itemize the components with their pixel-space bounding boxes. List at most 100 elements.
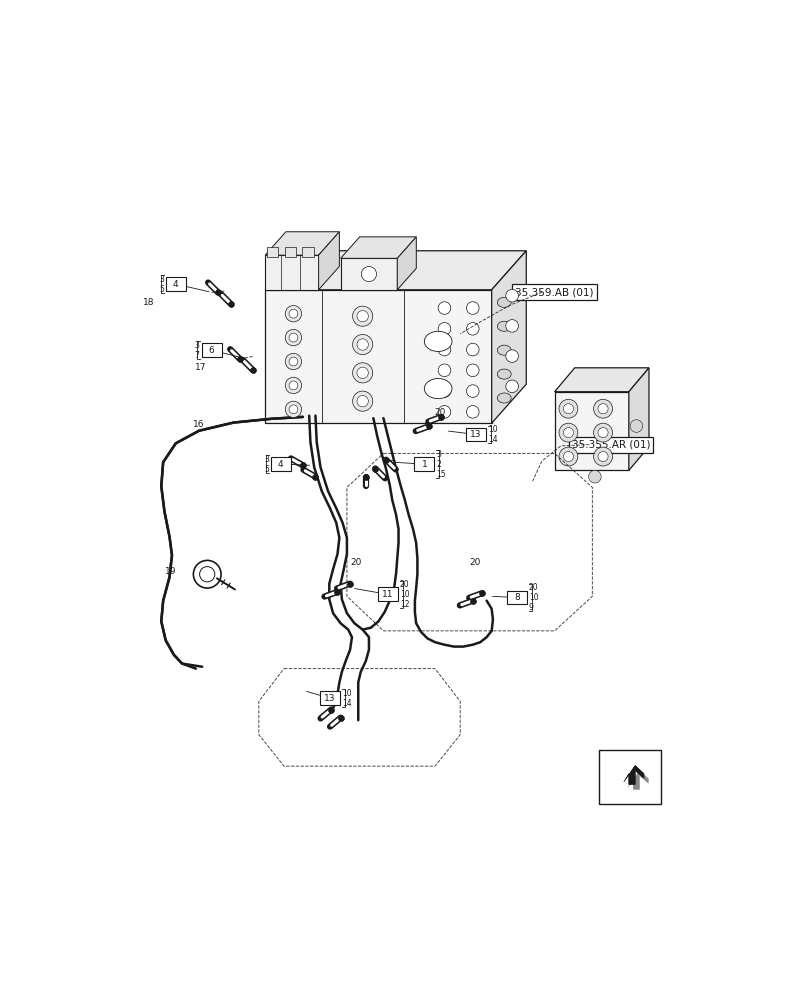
Circle shape [629, 420, 642, 432]
Circle shape [593, 399, 611, 418]
Text: 9: 9 [528, 603, 533, 612]
Polygon shape [623, 766, 643, 784]
Circle shape [563, 404, 573, 414]
FancyBboxPatch shape [320, 691, 340, 705]
Polygon shape [265, 232, 339, 255]
Text: 20: 20 [399, 580, 409, 589]
Ellipse shape [496, 345, 511, 355]
FancyBboxPatch shape [377, 587, 397, 601]
Circle shape [285, 401, 301, 418]
Text: 14: 14 [341, 699, 351, 708]
Circle shape [289, 333, 298, 342]
Circle shape [289, 405, 298, 414]
Text: 20: 20 [528, 583, 538, 592]
Text: 20: 20 [350, 558, 362, 567]
Circle shape [588, 470, 600, 483]
Circle shape [466, 343, 478, 356]
FancyBboxPatch shape [270, 457, 290, 471]
FancyBboxPatch shape [302, 247, 313, 257]
FancyBboxPatch shape [599, 750, 660, 804]
Circle shape [593, 447, 611, 466]
Circle shape [438, 385, 450, 397]
Circle shape [285, 353, 301, 370]
Ellipse shape [496, 321, 511, 331]
Text: 13: 13 [324, 694, 335, 703]
Ellipse shape [496, 297, 511, 307]
Text: 1: 1 [421, 460, 427, 469]
Polygon shape [623, 766, 643, 784]
Circle shape [505, 350, 517, 362]
Text: 3: 3 [436, 450, 440, 459]
Circle shape [438, 302, 450, 314]
FancyBboxPatch shape [201, 343, 221, 357]
Polygon shape [554, 392, 628, 470]
Polygon shape [318, 232, 339, 290]
Text: 10: 10 [399, 590, 409, 599]
Circle shape [352, 391, 372, 411]
Text: 14: 14 [487, 435, 497, 444]
FancyBboxPatch shape [285, 247, 295, 257]
FancyBboxPatch shape [466, 428, 486, 441]
Circle shape [466, 364, 478, 377]
Polygon shape [628, 368, 648, 470]
Circle shape [289, 357, 298, 366]
Text: 3: 3 [264, 455, 268, 464]
Circle shape [438, 364, 450, 377]
Circle shape [505, 289, 517, 302]
Circle shape [505, 380, 517, 393]
Text: 19: 19 [165, 567, 176, 576]
Text: 35.355.AR (01): 35.355.AR (01) [571, 440, 650, 450]
Text: 35.359.AB (01): 35.359.AB (01) [515, 287, 593, 297]
Circle shape [361, 266, 376, 282]
Circle shape [357, 339, 368, 350]
Circle shape [352, 334, 372, 355]
Circle shape [285, 377, 301, 394]
Circle shape [289, 381, 298, 390]
Text: 3: 3 [195, 341, 200, 350]
Circle shape [563, 428, 573, 438]
Polygon shape [397, 237, 416, 290]
FancyBboxPatch shape [506, 591, 526, 604]
Circle shape [438, 323, 450, 335]
Text: 4: 4 [173, 280, 178, 289]
FancyBboxPatch shape [165, 277, 186, 291]
Circle shape [597, 404, 607, 414]
Polygon shape [341, 258, 397, 290]
Polygon shape [554, 368, 648, 392]
Polygon shape [341, 237, 416, 258]
Text: 2: 2 [436, 460, 440, 469]
FancyBboxPatch shape [414, 457, 434, 471]
Text: 5: 5 [264, 465, 268, 474]
Circle shape [285, 329, 301, 346]
Circle shape [357, 367, 368, 379]
Text: 18: 18 [143, 298, 154, 307]
Text: 20: 20 [434, 408, 445, 417]
Text: 16: 16 [193, 420, 204, 429]
Text: 8: 8 [513, 593, 519, 602]
Circle shape [357, 396, 368, 407]
Circle shape [466, 302, 478, 314]
Text: 7: 7 [195, 351, 200, 360]
Ellipse shape [496, 393, 511, 403]
Text: 13: 13 [470, 430, 481, 439]
Ellipse shape [424, 331, 452, 351]
Circle shape [466, 406, 478, 418]
Circle shape [466, 323, 478, 335]
Circle shape [505, 320, 517, 332]
Text: 12: 12 [399, 600, 409, 609]
Circle shape [285, 306, 301, 322]
Circle shape [593, 423, 611, 442]
Text: 10: 10 [528, 593, 538, 602]
Text: 15: 15 [436, 470, 445, 479]
Text: 6: 6 [208, 346, 214, 355]
Circle shape [352, 363, 372, 383]
Ellipse shape [496, 369, 511, 379]
Circle shape [597, 428, 607, 438]
Circle shape [438, 406, 450, 418]
Polygon shape [628, 771, 647, 789]
Text: 5: 5 [159, 285, 164, 294]
Circle shape [289, 309, 298, 318]
Circle shape [357, 311, 368, 322]
Ellipse shape [424, 379, 452, 399]
Circle shape [558, 447, 577, 466]
